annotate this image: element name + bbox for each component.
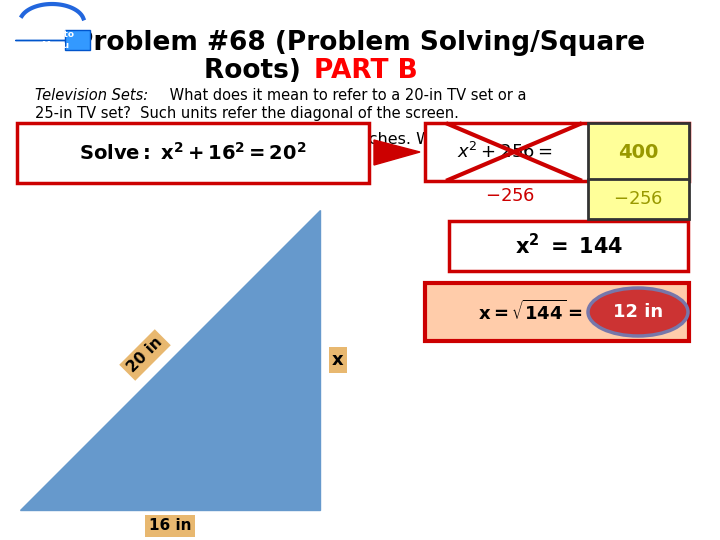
Text: 400: 400: [618, 143, 658, 161]
Text: $-256$: $-256$: [613, 190, 663, 208]
FancyBboxPatch shape: [425, 283, 689, 341]
FancyBboxPatch shape: [425, 123, 689, 181]
FancyBboxPatch shape: [17, 123, 369, 183]
Text: $\mathbf{x^2\ =\ 144}$: $\mathbf{x^2\ =\ 144}$: [515, 233, 623, 259]
Text: $\mathbf{Solve:\ x^2 + 16^2 = 20^2}$: $\mathbf{Solve:\ x^2 + 16^2 = 20^2}$: [79, 142, 307, 164]
Text: 12 in: 12 in: [613, 303, 663, 321]
FancyBboxPatch shape: [588, 179, 689, 219]
Text: A 20-in TV set also has a width of 16 inches. What is its height?: A 20-in TV set also has a width of 16 in…: [55, 132, 565, 147]
FancyBboxPatch shape: [449, 221, 688, 271]
Text: $x^2 + 256 = $: $x^2 + 256 = $: [457, 142, 553, 162]
Text: 20 in: 20 in: [125, 335, 166, 375]
Polygon shape: [374, 140, 420, 165]
Text: 16 in: 16 in: [149, 518, 192, 534]
Text: $\mathbf{x = \sqrt{144} =}$: $\mathbf{x = \sqrt{144} =}$: [477, 300, 582, 324]
Text: Roots): Roots): [204, 58, 310, 84]
Text: Problem #68 (Problem Solving/Square: Problem #68 (Problem Solving/Square: [74, 30, 646, 56]
Polygon shape: [15, 30, 90, 50]
Text: PART B: PART B: [314, 58, 418, 84]
Text: Television Sets:: Television Sets:: [35, 88, 148, 103]
Text: $-256$: $-256$: [485, 187, 535, 205]
FancyBboxPatch shape: [588, 123, 689, 181]
Text: x: x: [332, 351, 344, 369]
Text: What does it mean to refer to a 20-in TV set or a: What does it mean to refer to a 20-in TV…: [165, 88, 526, 103]
Ellipse shape: [588, 288, 688, 336]
Text: b): b): [35, 132, 54, 147]
Polygon shape: [20, 210, 320, 510]
Text: Back to
Menu: Back to Menu: [36, 30, 74, 50]
Text: 25-in TV set?  Such units refer the diagonal of the screen.: 25-in TV set? Such units refer the diago…: [35, 106, 459, 121]
